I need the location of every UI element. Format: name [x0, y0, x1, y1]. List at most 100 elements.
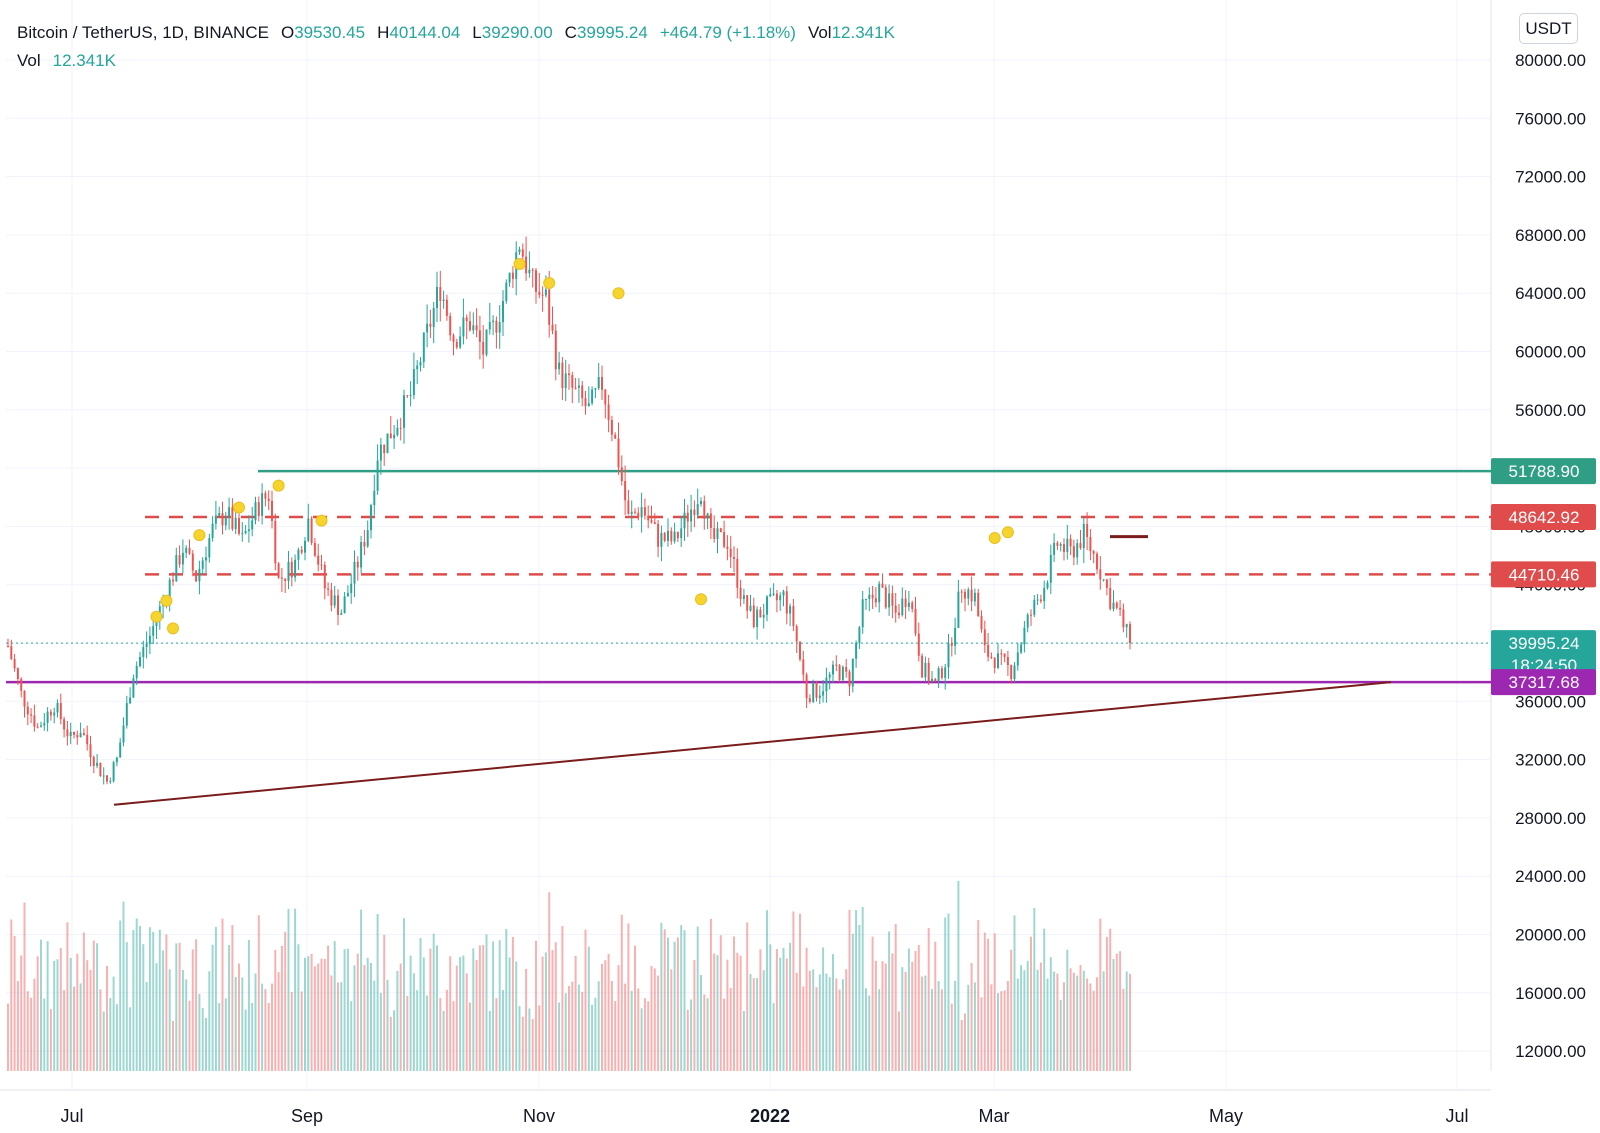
candle-body — [224, 517, 227, 526]
candle-body — [366, 530, 369, 547]
candle-body — [799, 641, 801, 660]
price-tick-label: 80000.00 — [1515, 51, 1586, 70]
volume-bar — [564, 993, 567, 1071]
candle-body — [624, 481, 627, 501]
volume-bar — [667, 937, 669, 1071]
candle-body — [558, 362, 561, 370]
candle-body — [132, 678, 135, 698]
volume-label[interactable]: Vol — [17, 51, 41, 70]
volume-bar — [399, 963, 402, 1071]
volume-bar — [686, 1009, 689, 1071]
volume-bar — [838, 989, 841, 1071]
volume-bar — [238, 963, 240, 1071]
volume-bar — [502, 990, 504, 1071]
volume-bar — [785, 958, 788, 1071]
volume-bar — [845, 969, 848, 1071]
candle-body — [528, 269, 531, 274]
price-label-value: 37317.68 — [1509, 673, 1580, 692]
candle-body — [383, 444, 386, 454]
price-label-value: 48642.92 — [1509, 508, 1580, 527]
candle-body — [802, 659, 805, 675]
volume-bar — [970, 962, 973, 1071]
candle-body — [676, 531, 679, 539]
volume-bar — [874, 960, 877, 1071]
volume-bar — [485, 934, 488, 1071]
time-axis[interactable]: Jul Sep Nov 2022 Mar May Jul — [60, 1106, 1468, 1126]
candle-body — [409, 395, 412, 397]
price-tick-label: 60000.00 — [1515, 343, 1586, 362]
volume-bar — [356, 953, 359, 1071]
volume-bar — [1046, 978, 1049, 1071]
volume-bar — [1119, 951, 1122, 1071]
volume-bar — [673, 941, 676, 1071]
signal-marker — [150, 610, 163, 623]
volume-bar — [713, 953, 716, 1071]
volume-bar — [185, 979, 188, 1071]
volume-bar — [139, 926, 141, 1071]
volume-bar — [1102, 971, 1105, 1071]
volume-bar — [40, 939, 42, 1071]
volume-bar — [931, 989, 933, 1071]
volume-bar — [610, 980, 613, 1071]
price-label-box — [1491, 669, 1596, 696]
candle-body — [82, 733, 85, 735]
candle-body — [56, 703, 59, 713]
time-tick-label: 2022 — [750, 1106, 790, 1126]
volume-bar — [370, 962, 372, 1071]
volume-bar — [244, 1009, 247, 1071]
volume-bar — [386, 979, 389, 1071]
drawn-levels — [6, 469, 1491, 806]
price-tick-label: 12000.00 — [1515, 1042, 1586, 1061]
price-label-value: 39995.24 — [1509, 634, 1580, 653]
candle-body — [1023, 627, 1026, 645]
legend-low-label: L — [472, 23, 482, 42]
volume-bar — [290, 991, 293, 1071]
volume-bar — [535, 940, 537, 1071]
volume-bar — [261, 983, 264, 1071]
price-label-box — [1491, 630, 1596, 679]
legend-symbol[interactable]: Bitcoin / TetherUS, 1D, BINANCE — [17, 23, 269, 42]
volume-bar — [409, 955, 412, 1071]
volume-bar — [736, 952, 739, 1071]
candle-body — [772, 593, 775, 595]
volume-bar — [106, 965, 108, 1071]
candle-body — [766, 596, 768, 615]
volume-bar — [165, 934, 168, 1071]
volume-bar — [964, 1013, 966, 1071]
candle-body — [10, 646, 13, 660]
candle-body — [650, 520, 653, 523]
volume-bar — [799, 913, 801, 1071]
candle-body — [221, 513, 224, 526]
volume-bar — [277, 972, 280, 1071]
candle-body — [898, 612, 900, 616]
volume-bar — [148, 927, 151, 1071]
volume-bar — [548, 892, 551, 1071]
volume-bars — [7, 880, 1131, 1071]
volume-bar — [739, 955, 742, 1071]
candle-body — [670, 530, 673, 542]
candle-body — [102, 775, 105, 777]
candle-body — [554, 330, 557, 370]
volume-bar — [92, 940, 95, 1071]
volume-bar — [79, 983, 82, 1071]
volume-bar — [693, 959, 696, 1071]
signal-marker — [160, 594, 173, 607]
candle-body — [696, 504, 699, 515]
candle-body — [815, 682, 818, 698]
candle-body — [851, 658, 854, 687]
candle-body — [845, 666, 848, 672]
currency-button[interactable]: USDT — [1519, 13, 1578, 44]
candle-body — [964, 591, 966, 599]
candle-body — [337, 595, 339, 615]
candle-body — [947, 643, 950, 668]
volume-bar — [997, 993, 999, 1071]
candle-body — [208, 538, 211, 558]
candle-body — [561, 362, 564, 389]
candle-body — [1030, 614, 1032, 616]
volume-bar — [894, 924, 897, 1071]
time-tick-label: Jul — [1445, 1106, 1468, 1126]
volume-bar — [528, 1008, 531, 1071]
volume-bar — [709, 918, 712, 1071]
